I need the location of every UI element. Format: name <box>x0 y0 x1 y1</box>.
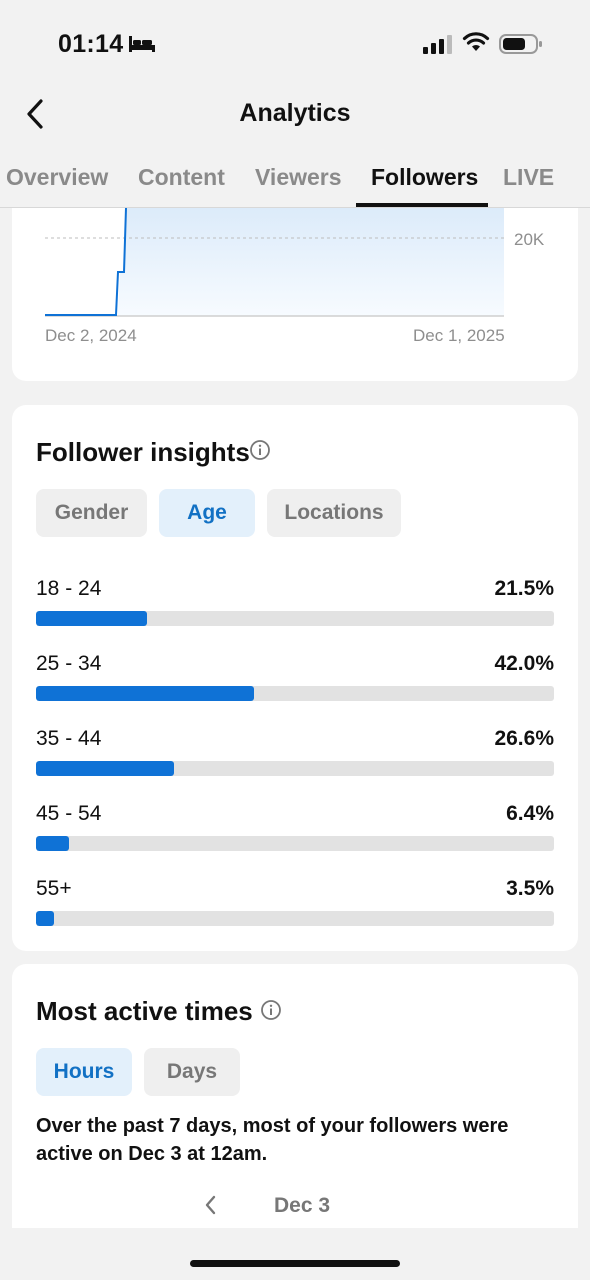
filter-days-chip[interactable]: Days <box>144 1048 240 1096</box>
previous-date-button[interactable] <box>200 1192 222 1218</box>
age-range-label: 55+ <box>36 877 72 900</box>
page-title: Analytics <box>239 99 351 127</box>
follower-growth-chart <box>45 208 504 317</box>
age-percentage: 42.0% <box>494 652 554 675</box>
age-percentage: 6.4% <box>506 802 554 825</box>
age-bar-fill <box>36 686 254 701</box>
tab-viewers[interactable]: Viewers <box>255 164 342 190</box>
most-active-times-card: Most active times Hours Days Over the pa… <box>12 964 578 1228</box>
tab-bar: Overview Content Viewers Followers LIVE <box>0 158 590 208</box>
tab-content[interactable]: Content <box>138 164 225 190</box>
status-time: 01:14 <box>58 30 124 58</box>
status-bar: 01:14 <box>0 0 590 88</box>
tab-overview[interactable]: Overview <box>6 164 109 190</box>
info-icon[interactable] <box>260 999 282 1021</box>
age-row: 25 - 34 42.0% <box>36 652 554 712</box>
current-date-label: Dec 3 <box>274 1194 331 1217</box>
tab-active-indicator <box>356 203 488 207</box>
most-active-times-title: Most active times <box>36 996 253 1026</box>
age-bar-fill <box>36 761 174 776</box>
age-range-label: 35 - 44 <box>36 727 102 750</box>
age-bar-track <box>36 686 554 701</box>
age-bar-fill <box>36 611 148 626</box>
follower-insights-title: Follower insights <box>36 437 250 467</box>
age-percentage: 21.5% <box>494 577 554 600</box>
tab-followers[interactable]: Followers <box>371 164 479 190</box>
age-bar-track <box>36 761 554 776</box>
age-range-label: 45 - 54 <box>36 802 102 825</box>
filter-gender-chip[interactable]: Gender <box>36 489 147 537</box>
info-icon[interactable] <box>249 439 271 461</box>
chart-x-tick-start: Dec 2, 2024 <box>45 326 137 345</box>
filter-hours-chip[interactable]: Hours <box>36 1048 132 1096</box>
age-bar-track <box>36 911 554 926</box>
active-times-summary: Over the past 7 days, most of your follo… <box>36 1115 509 1165</box>
filter-age-chip[interactable]: Age <box>159 489 255 537</box>
wifi-icon <box>462 32 490 51</box>
back-button[interactable] <box>20 96 50 132</box>
tab-live[interactable]: LIVE <box>503 164 555 190</box>
bed-icon <box>129 36 155 52</box>
age-row: 45 - 54 6.4% <box>36 802 554 862</box>
signal-icon <box>423 35 452 54</box>
follower-growth-card: 20K Dec 2, 2024 Dec 1, 2025 <box>12 208 578 381</box>
chevron-left-icon <box>205 1195 216 1215</box>
age-row: 55+ 3.5% <box>36 877 554 937</box>
age-range-label: 25 - 34 <box>36 652 102 675</box>
battery-icon <box>499 34 542 54</box>
age-range-label: 18 - 24 <box>36 577 102 600</box>
age-bar-fill <box>36 836 70 851</box>
age-bar-track <box>36 836 554 851</box>
chart-x-tick-end: Dec 1, 2025 <box>413 326 505 345</box>
chart-area-fill <box>118 208 504 316</box>
chart-y-tick-20k: 20K <box>514 230 545 249</box>
age-row: 18 - 24 21.5% <box>36 577 554 637</box>
follower-insights-card: Follower insights Gender Age Locations 1… <box>12 405 578 951</box>
home-indicator[interactable] <box>190 1260 400 1267</box>
age-bar-fill <box>36 911 55 926</box>
age-percentage: 3.5% <box>506 877 554 900</box>
chevron-left-icon <box>27 99 43 129</box>
age-row: 35 - 44 26.6% <box>36 727 554 787</box>
age-bar-track <box>36 611 554 626</box>
filter-locations-chip[interactable]: Locations <box>267 489 401 537</box>
age-percentage: 26.6% <box>494 727 554 750</box>
chart-line <box>45 208 127 316</box>
